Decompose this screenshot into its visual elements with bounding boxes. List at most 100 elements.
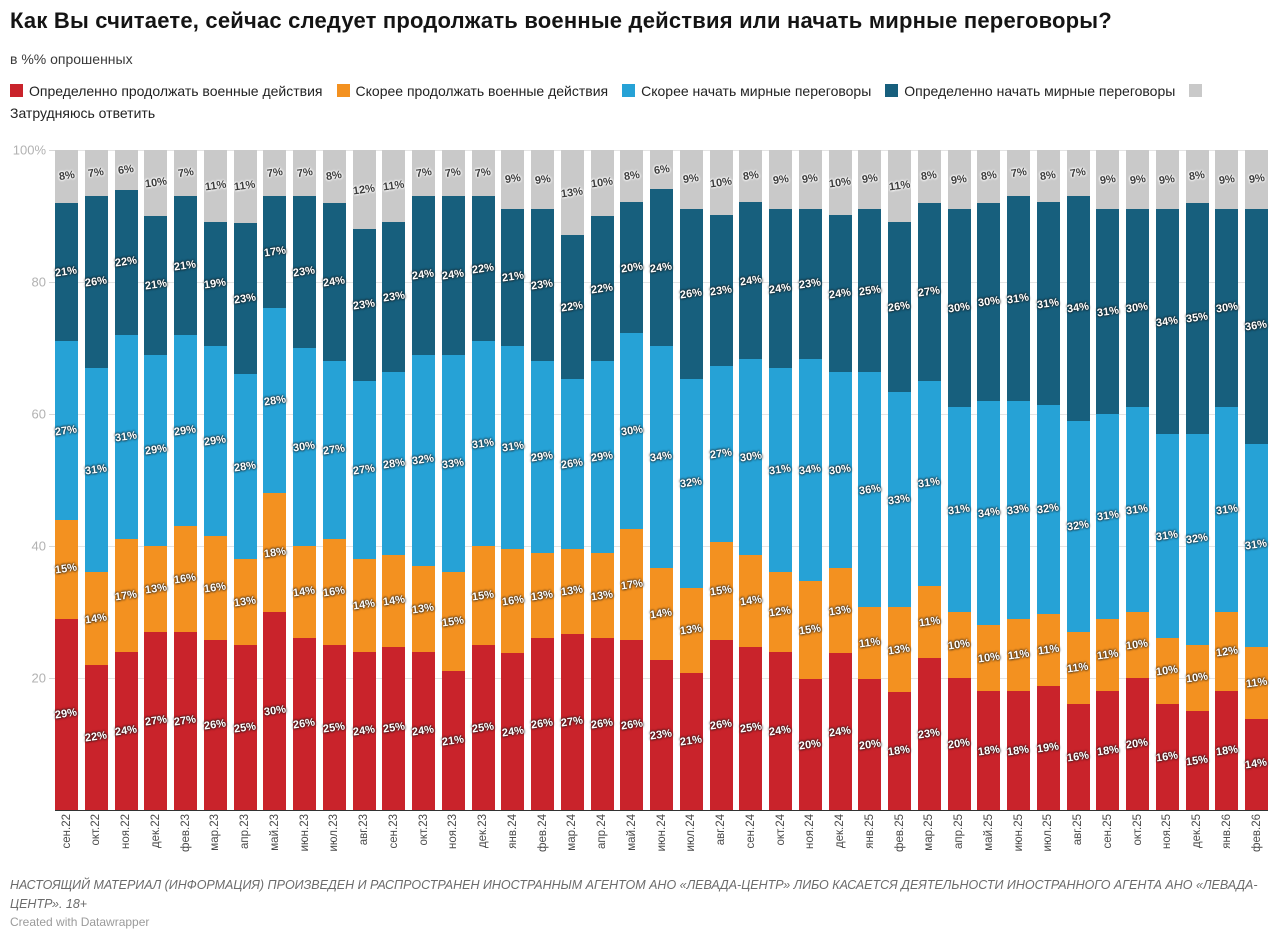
bar-segment: 16% xyxy=(323,539,346,645)
segment-value-label: 9% xyxy=(1128,172,1147,187)
bar-segment: 8% xyxy=(55,150,78,203)
bar-segment: 16% xyxy=(204,535,227,641)
segment-value-label: 23% xyxy=(233,291,257,306)
bar-segment: 7% xyxy=(293,150,316,197)
segment-value-label: 24% xyxy=(322,274,346,290)
segment-value-label: 23% xyxy=(709,283,733,298)
segment-value-label: 31% xyxy=(917,475,941,491)
bar-segment: 24% xyxy=(501,653,524,810)
x-axis-label-text: дек.23 xyxy=(477,814,489,849)
segment-value-label: 8% xyxy=(1188,169,1206,184)
bar-column-авг.24: 26% 15% 27% 23% 10% xyxy=(709,150,733,810)
bar-segment: 11% xyxy=(1066,631,1090,705)
segment-value-label: 26% xyxy=(292,716,317,732)
segment-value-label: 13% xyxy=(887,642,912,658)
bar-segment: 13% xyxy=(233,559,257,645)
bar-segment: 29% xyxy=(174,334,197,527)
bar-segment: 15% xyxy=(709,542,733,641)
bar-segment: 22% xyxy=(561,235,584,379)
bar-segment: 24% xyxy=(769,209,792,368)
segment-value-label: 11% xyxy=(888,178,911,194)
segment-value-label: 25% xyxy=(382,720,406,736)
bar-segment: 10% xyxy=(144,150,167,217)
bar-segment: 32% xyxy=(1185,433,1209,645)
y-axis-tick-label: 80 xyxy=(31,274,46,290)
bar-segment: 29% xyxy=(144,354,167,547)
segment-value-label: 7% xyxy=(87,166,105,181)
bar-segment: 31% xyxy=(1096,414,1119,619)
segment-value-label: 7% xyxy=(474,166,492,181)
legend-swatch-icon xyxy=(10,84,23,97)
bar-column-июл.24: 21% 13% 32% 26% 9% xyxy=(680,150,703,810)
x-axis-label-text: июл.24 xyxy=(685,814,698,852)
bar-segment: 17% xyxy=(263,196,286,309)
chart-subtitle: в %% опрошенных xyxy=(10,51,133,67)
bar-segment: 7% xyxy=(84,150,108,197)
segment-value-label: 16% xyxy=(1155,749,1179,765)
bar-segment: 13% xyxy=(590,552,614,639)
y-axis-tick-mark xyxy=(49,282,55,283)
y-axis-tick-mark xyxy=(49,678,55,679)
chart-title: Как Вы считаете, сейчас следует продолжа… xyxy=(10,8,1112,33)
bar-segment: 23% xyxy=(233,222,257,375)
segment-value-label: 19% xyxy=(1036,740,1060,756)
bar-segment: 10% xyxy=(947,612,971,678)
bar-column-апр.23: 25% 13% 28% 23% 11% xyxy=(233,150,257,810)
segment-value-label: 9% xyxy=(771,172,790,187)
x-axis-label: апр.24 xyxy=(591,814,614,866)
segment-value-label: 9% xyxy=(1158,172,1176,187)
x-axis-label-text: мар.25 xyxy=(923,814,936,851)
bar-segment: 21% xyxy=(442,671,465,810)
segment-value-label: 10% xyxy=(1185,670,1209,686)
x-axis-label: авг.25 xyxy=(1067,814,1090,866)
segment-value-label: 31% xyxy=(1096,508,1120,524)
bar-segment: 14% xyxy=(293,546,316,639)
bar-segment: 12% xyxy=(769,572,792,652)
x-axis-label: июн.24 xyxy=(650,814,673,866)
bar-segment: 30% xyxy=(620,333,643,530)
segment-value-label: 11% xyxy=(1007,647,1030,663)
x-axis-label: дек.25 xyxy=(1186,814,1209,866)
segment-value-label: 22% xyxy=(590,281,614,297)
bar-segment: 32% xyxy=(1036,404,1060,614)
segment-value-label: 7% xyxy=(1009,166,1028,181)
segment-value-label: 16% xyxy=(322,584,346,600)
x-axis-label-text: сен.25 xyxy=(1101,814,1114,849)
bar-segment: 23% xyxy=(918,658,941,810)
bar-segment: 24% xyxy=(322,202,346,362)
bar-segment: 20% xyxy=(620,202,643,333)
bar-segment: 14% xyxy=(739,555,763,647)
x-axis-label-text: фев.24 xyxy=(536,814,549,852)
segment-value-label: 31% xyxy=(1006,291,1031,306)
bar-segment: 9% xyxy=(679,150,703,209)
x-axis-label-text: янв.25 xyxy=(863,814,876,849)
bar-segment: 22% xyxy=(590,216,614,362)
bar-segment: 29% xyxy=(55,618,78,810)
x-axis-label: мар.25 xyxy=(918,814,941,866)
segment-value-label: 24% xyxy=(649,260,674,276)
bar-segment: 26% xyxy=(590,638,614,810)
bar-segment: 22% xyxy=(114,189,138,335)
x-axis-label-text: фев.25 xyxy=(893,814,906,852)
bar-segment: 13% xyxy=(412,565,435,652)
bar-segment: 8% xyxy=(322,150,346,203)
segment-value-label: 25% xyxy=(233,720,257,735)
x-axis-label-text: мар.24 xyxy=(566,814,579,851)
segment-value-label: 15% xyxy=(471,588,495,603)
bar-segment: 26% xyxy=(680,208,703,379)
bar-column-июл.25: 19% 11% 32% 31% 8% xyxy=(1037,150,1060,810)
segment-value-label: 10% xyxy=(1125,637,1150,653)
x-axis-label: май.23 xyxy=(263,814,286,866)
segment-value-label: 10% xyxy=(1155,663,1179,679)
segment-value-label: 25% xyxy=(739,720,763,736)
bar-segment: 8% xyxy=(620,150,644,203)
segment-value-label: 32% xyxy=(1036,501,1060,517)
segment-value-label: 23% xyxy=(382,289,406,305)
segment-value-label: 8% xyxy=(623,169,641,184)
segment-value-label: 14% xyxy=(739,593,763,609)
bar-segment: 9% xyxy=(769,150,792,210)
segment-value-label: 9% xyxy=(504,172,522,187)
legend-label: Скорее продолжать военные действия xyxy=(355,83,609,99)
x-axis-label-text: сен.22 xyxy=(60,814,73,849)
segment-value-label: 15% xyxy=(441,614,465,630)
